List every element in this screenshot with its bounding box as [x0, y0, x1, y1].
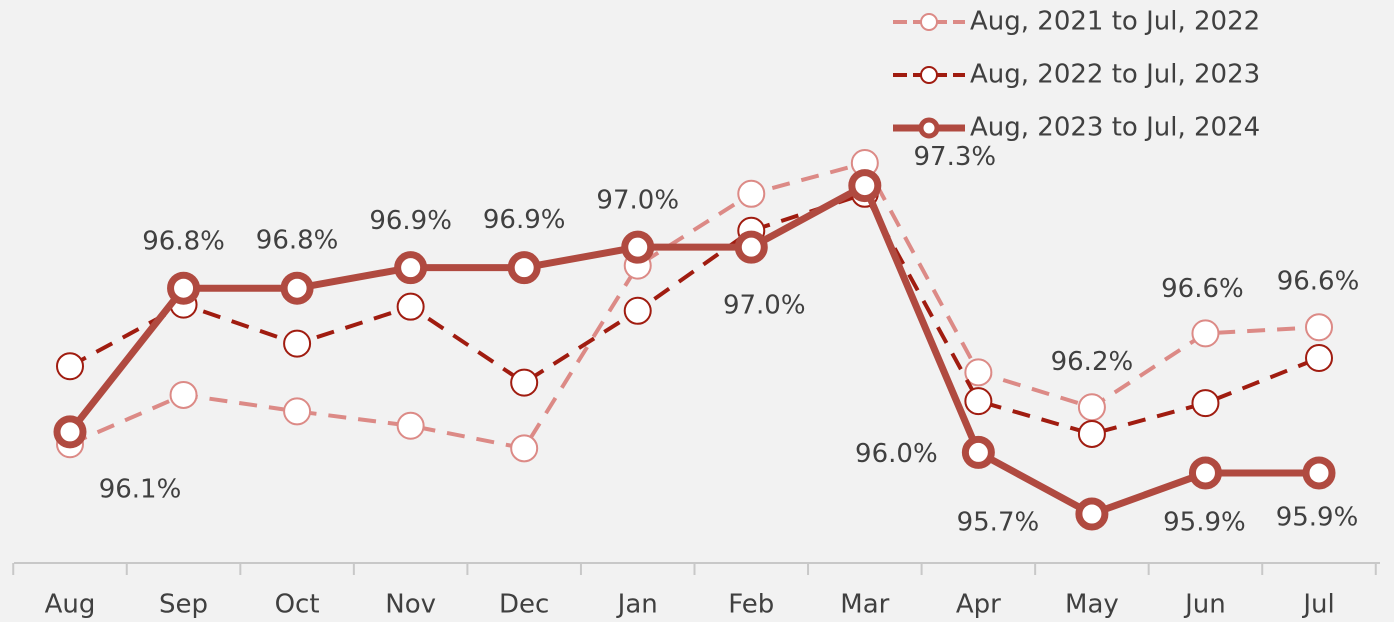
point-marker [848, 169, 882, 203]
x-tick-label: Apr [956, 590, 1001, 620]
point-marker [1302, 456, 1336, 490]
series-line [67, 182, 1319, 518]
legend-label: Aug, 2022 to Jul, 2023 [970, 60, 1260, 90]
point-marker [53, 415, 87, 449]
data-label: 95.9% [1276, 502, 1359, 532]
point-marker [280, 271, 314, 305]
x-tick-label: Feb [728, 590, 774, 620]
point-marker [1077, 393, 1106, 422]
point-marker [283, 397, 312, 426]
point-marker [621, 230, 655, 264]
series-line [69, 191, 1320, 436]
point-marker [510, 434, 539, 463]
legend-label: Aug, 2021 to Jul, 2022 [970, 7, 1260, 37]
x-tick-label: Aug [45, 590, 96, 620]
point-marker [734, 230, 768, 264]
x-tick-label: Sep [159, 590, 208, 620]
x-tick-label: Oct [275, 590, 320, 620]
data-label: 97.0% [723, 291, 806, 321]
data-label: 96.6% [1161, 274, 1244, 304]
point-marker [1305, 344, 1333, 372]
data-label: 97.3% [914, 142, 997, 172]
point-marker [1077, 419, 1106, 448]
data-label: 96.8% [142, 227, 225, 257]
x-tick-label: May [1065, 590, 1119, 620]
point-marker [56, 352, 84, 381]
point-marker [394, 251, 428, 285]
legend-marker [918, 117, 940, 139]
data-label: 96.9% [483, 205, 566, 235]
series-line [69, 161, 1320, 451]
point-marker [1305, 313, 1333, 342]
data-label: 97.0% [596, 186, 679, 216]
point-marker [283, 329, 312, 358]
point-marker [507, 251, 541, 285]
data-label: 96.0% [855, 439, 938, 469]
x-tick-label: Dec [499, 590, 549, 620]
x-tick-label: Jan [616, 590, 658, 620]
x-tick-label: Jun [1183, 590, 1226, 620]
data-label: 96.2% [1051, 347, 1134, 377]
x-tick-label: Mar [840, 590, 889, 620]
x-tick-label: Jul [1301, 590, 1334, 620]
data-label: 96.1% [99, 474, 182, 504]
data-label: 95.9% [1163, 507, 1246, 537]
point-marker [1191, 319, 1220, 348]
point-marker [396, 411, 425, 440]
point-marker [396, 292, 425, 321]
point-marker [737, 179, 766, 208]
data-label: 96.8% [256, 226, 339, 256]
point-marker [169, 380, 198, 409]
data-label: 96.6% [1277, 267, 1360, 297]
point-marker [1191, 389, 1220, 418]
legend-marker [920, 66, 938, 84]
point-marker [1188, 456, 1222, 490]
point-marker [1075, 497, 1109, 531]
legend-label: Aug, 2023 to Jul, 2024 [970, 113, 1260, 143]
data-label: 96.9% [369, 206, 452, 236]
data-label: 95.7% [957, 508, 1040, 538]
point-marker [623, 296, 652, 325]
point-marker [964, 387, 993, 416]
x-tick-label: Nov [385, 590, 436, 620]
point-marker [961, 435, 995, 469]
point-marker [510, 368, 539, 397]
point-marker [964, 358, 993, 387]
point-marker [167, 271, 201, 305]
legend-marker [920, 13, 938, 31]
